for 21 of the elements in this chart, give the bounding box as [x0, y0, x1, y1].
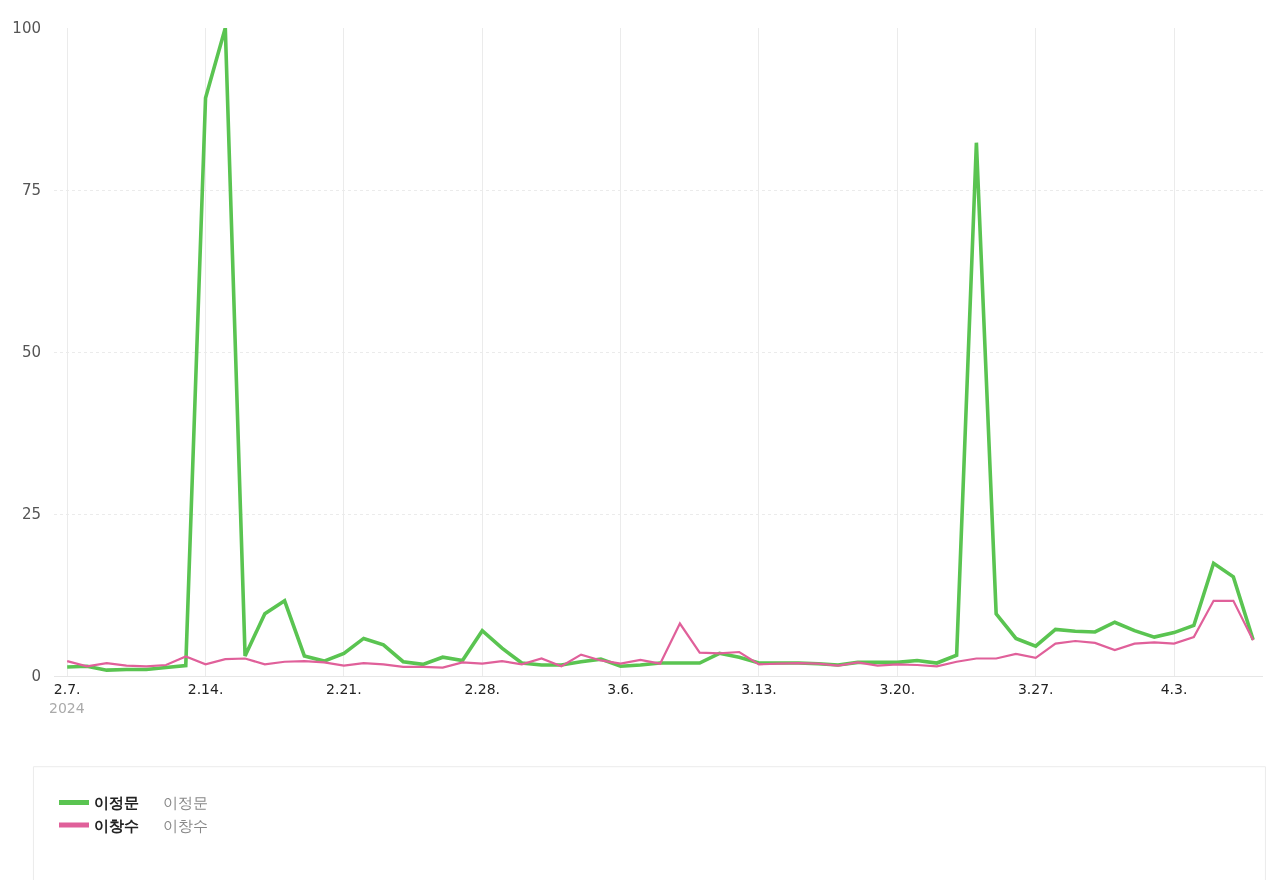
x-tick-label: 2.14. — [187, 680, 224, 697]
text: 2024 — [49, 700, 85, 716]
x-tick-label: 4.3. — [1160, 680, 1188, 697]
y-tick-label: 75 — [21, 181, 41, 200]
y-tick-label: 0 — [31, 667, 41, 686]
x-tick-label: 3.6. — [607, 680, 634, 697]
line-series — [65, 28, 1255, 672]
x-tick-label: 3.20. — [879, 680, 916, 697]
text: 이정문 — [162, 794, 208, 813]
y-tick-label: 25 — [21, 505, 41, 524]
x-tick-label: 2.28. — [464, 680, 501, 697]
x-tick-label: 3.13. — [741, 680, 777, 697]
x-tick-label: 2.7. — [53, 680, 81, 697]
x-tick-label: 3.27. — [1017, 680, 1054, 697]
text: 이창수 — [162, 816, 208, 835]
line-series — [66, 599, 1255, 669]
y-tick-label: 100 — [12, 19, 41, 38]
legend-label: 이정문 — [94, 794, 139, 813]
legend-label: 이창수 — [94, 816, 139, 835]
x-tick-label: 2.21. — [326, 680, 362, 697]
y-tick-label: 50 — [21, 343, 41, 362]
